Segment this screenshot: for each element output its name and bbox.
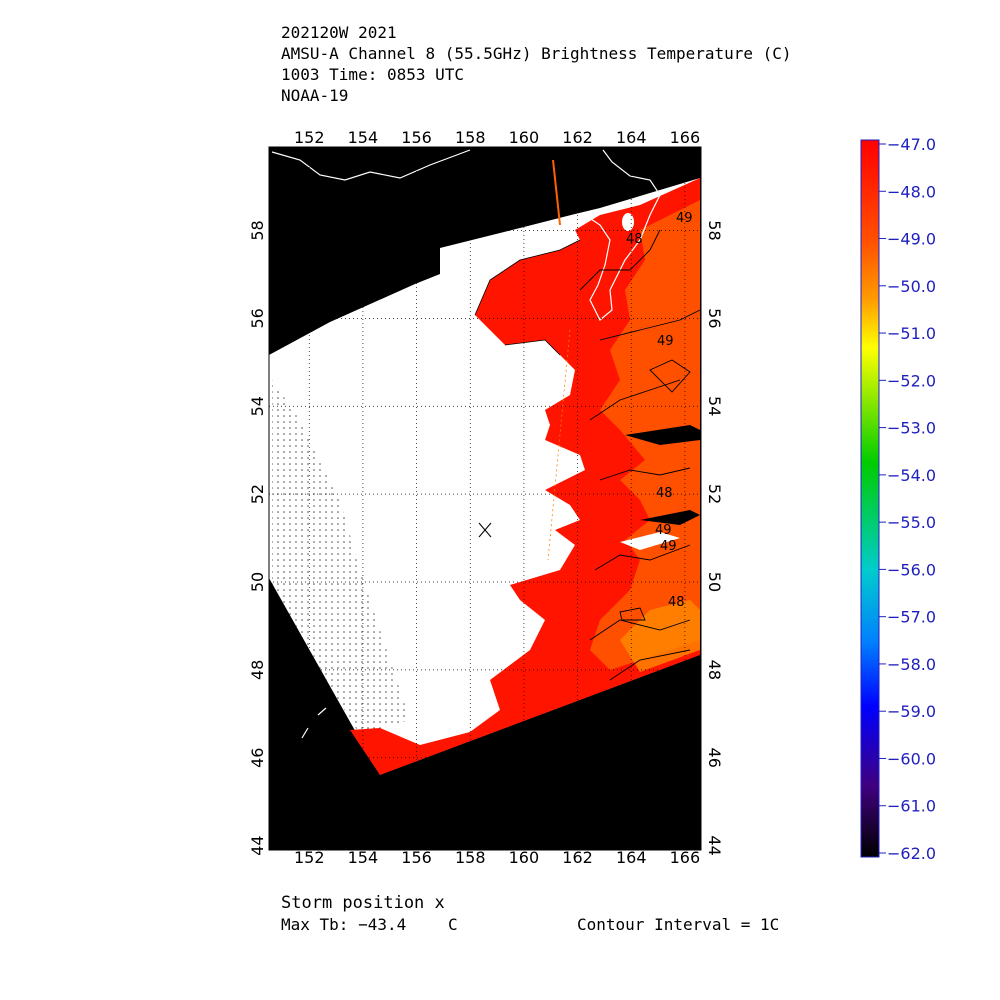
lon-tick-label-top: 160 xyxy=(509,128,540,147)
lon-tick-label-bottom: 160 xyxy=(509,848,540,867)
contour-value-label: 49 xyxy=(657,334,674,349)
lat-tick-label-right: 44 xyxy=(705,835,724,855)
title-time: 1003 Time: 0853 UTC xyxy=(281,65,465,84)
lon-tick-label-bottom: 154 xyxy=(348,848,379,867)
lon-tick-label-top: 152 xyxy=(294,128,325,147)
lat-tick-label-left: 50 xyxy=(248,572,267,592)
lon-tick-label-bottom: 152 xyxy=(294,848,325,867)
lon-tick-label-top: 156 xyxy=(401,128,432,147)
lon-tick-label-bottom: 162 xyxy=(562,848,593,867)
lat-tick-label-left: 52 xyxy=(248,484,267,504)
colorbar-tick-label: −58.0 xyxy=(887,655,936,674)
colorbar-tick-label: −51.0 xyxy=(887,324,936,343)
max-tb-unit: C xyxy=(448,915,458,934)
colorbar-tick-label: −50.0 xyxy=(887,277,936,296)
field-gap-2 xyxy=(640,510,700,525)
lat-tick-label-left: 46 xyxy=(248,748,267,768)
lon-tick-label-top: 166 xyxy=(670,128,701,147)
graticule xyxy=(269,147,701,850)
lat-tick-label-left: 48 xyxy=(248,660,267,680)
colorbar-tick-label: −54.0 xyxy=(887,466,936,485)
field-gap-1 xyxy=(625,425,700,445)
colorbar-tick-label: −56.0 xyxy=(887,560,936,579)
colorbar-tick-label: −61.0 xyxy=(887,797,936,816)
colorbar-tick-label: −47.0 xyxy=(887,135,936,154)
max-tb-value: Max Tb: −43.4 xyxy=(281,915,407,934)
contour-value-label: 49 xyxy=(660,539,677,554)
storm-position-marker xyxy=(478,522,492,538)
title-product: AMSU-A Channel 8 (55.5GHz) Brightness Te… xyxy=(281,44,792,63)
colorbar xyxy=(860,139,880,858)
lat-tick-label-left: 56 xyxy=(248,308,267,328)
lon-tick-label-top: 164 xyxy=(616,128,647,147)
colorbar-tick-label: −59.0 xyxy=(887,702,936,721)
colorbar-tick-label: −57.0 xyxy=(887,608,936,627)
map-frame xyxy=(268,146,702,851)
temperature-field-warm xyxy=(620,600,700,672)
field-gap-3 xyxy=(620,532,680,550)
coastline-kuril xyxy=(301,389,568,739)
lat-tick-label-right: 56 xyxy=(705,308,724,328)
contour-value-label: 49 xyxy=(676,211,693,226)
colorbar-tick-label: −52.0 xyxy=(887,371,936,390)
lat-tick-label-right: 46 xyxy=(705,748,724,768)
lat-tick-label-left: 54 xyxy=(248,396,267,416)
lower-no-data xyxy=(269,655,700,850)
lat-tick-label-left: 44 xyxy=(248,835,267,855)
contour-interval: Contour Interval = 1C xyxy=(577,915,780,934)
field-gap-4 xyxy=(622,213,634,231)
lon-tick-label-top: 154 xyxy=(348,128,379,147)
scan-line-artifact xyxy=(547,329,571,561)
colorbar-tick-label: −62.0 xyxy=(887,844,936,863)
lat-tick-label-right: 54 xyxy=(705,396,724,416)
scan-edge-dots xyxy=(272,380,410,735)
colorbar-tick-label: −48.0 xyxy=(887,182,936,201)
colorbar-tick-label: −49.0 xyxy=(887,230,936,249)
lat-tick-label-right: 58 xyxy=(705,220,724,240)
contour-value-label: 48 xyxy=(626,232,643,247)
colorbar-ticks: −47.0 −48.0 −49.0 −50.0 −51.0 −52.0 −53.0 −54.0… xyxy=(879,135,936,863)
title-storm-id: 202120W 2021 xyxy=(281,23,397,42)
colorbar-tick-label: −53.0 xyxy=(887,419,936,438)
lat-tick-label-left: 58 xyxy=(248,220,267,240)
lat-tick-label-right: 52 xyxy=(705,484,724,504)
colorbar-tick-label: −60.0 xyxy=(887,749,936,768)
title-satellite: NOAA-19 xyxy=(281,86,349,105)
lon-tick-label-bottom: 166 xyxy=(670,848,701,867)
orbit-track xyxy=(552,159,561,226)
contour-value-label: 48 xyxy=(668,595,685,610)
coastline-kamchatka xyxy=(271,149,661,321)
lon-tick-label-top: 162 xyxy=(562,128,593,147)
lon-tick-label-bottom: 156 xyxy=(401,848,432,867)
storm-position-note: Storm position x xyxy=(281,893,445,913)
lat-tick-label-right: 48 xyxy=(705,660,724,680)
contour-lines xyxy=(579,229,701,681)
contour-value-label: 49 xyxy=(655,523,672,538)
lat-tick-label-right: 50 xyxy=(705,572,724,592)
lon-tick-label-bottom: 158 xyxy=(455,848,486,867)
axis-tick-labels: 152 152 154 154 156 156 158 158 160 160 162 162 164 1… xyxy=(248,128,724,867)
coastline-dark xyxy=(474,239,581,356)
lon-tick-label-top: 158 xyxy=(455,128,486,147)
colorbar-tick-label: −55.0 xyxy=(887,513,936,532)
lon-tick-label-bottom: 164 xyxy=(616,848,647,867)
contour-value-label: 48 xyxy=(656,486,673,501)
